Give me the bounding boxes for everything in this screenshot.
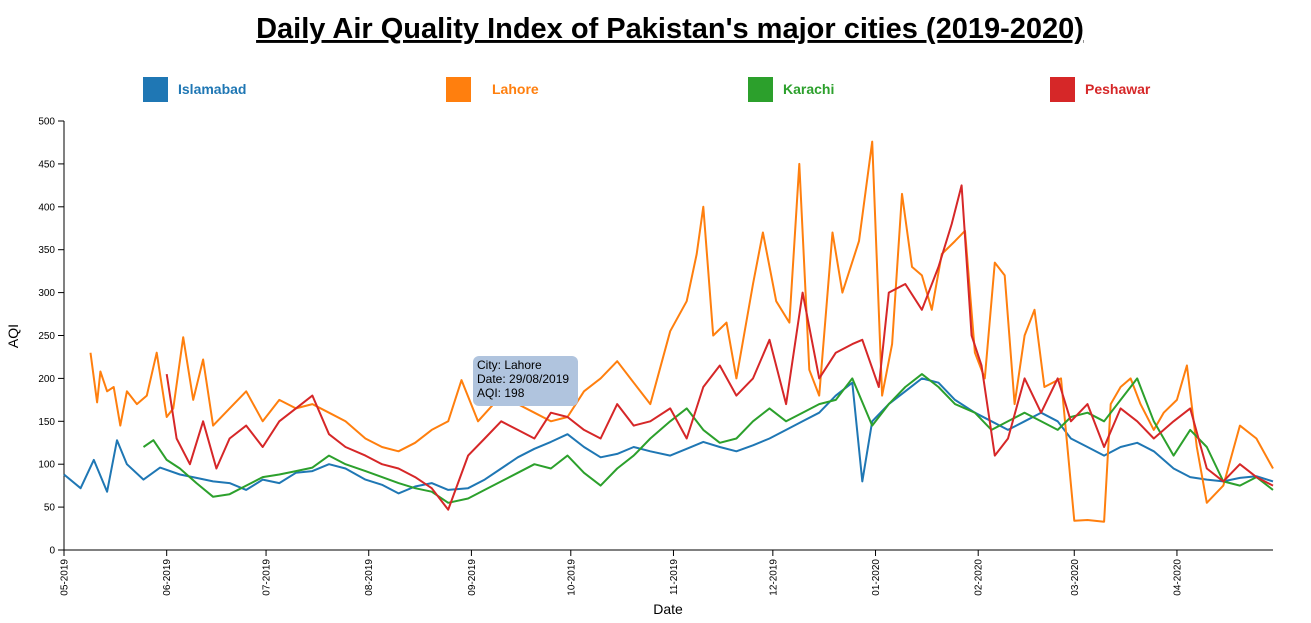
series-layer xyxy=(63,140,1274,523)
y-tick-label: 0 xyxy=(49,546,55,557)
y-tick-label: 400 xyxy=(38,202,55,213)
x-tick-label: 05-2019 xyxy=(60,559,71,596)
x-axis-title: Date xyxy=(653,601,683,617)
y-tick-label: 350 xyxy=(38,245,55,256)
x-tick-label: 01-2020 xyxy=(871,559,882,596)
x-tick-label: 09-2019 xyxy=(467,559,478,596)
series-line-karachi xyxy=(142,373,1274,504)
legend: Islamabad Lahore Karachi Peshawar xyxy=(143,77,1151,102)
x-axis: 05-2019 06-2019 07-2019 08-2019 09-2019 10-20… xyxy=(60,549,1273,596)
x-tick-label: 07-2019 xyxy=(262,559,273,596)
legend-label-peshawar: Peshawar xyxy=(1085,81,1151,97)
chart-title: Daily Air Quality Index of Pakistan's ma… xyxy=(256,13,1084,45)
tooltip-city: City: Lahore xyxy=(477,358,542,372)
y-axis-title: AQI xyxy=(5,324,21,348)
tooltip-aqi: AQI: 198 xyxy=(477,386,525,400)
y-tick-label: 250 xyxy=(38,331,55,342)
legend-swatch-peshawar xyxy=(1050,77,1075,102)
legend-swatch-lahore xyxy=(446,77,471,102)
y-tick-label: 50 xyxy=(44,503,56,514)
y-tick-label: 500 xyxy=(38,117,55,128)
x-tick-label: 03-2020 xyxy=(1070,559,1081,596)
legend-label-islamabad: Islamabad xyxy=(178,81,246,97)
series-line-peshawar xyxy=(165,184,1274,511)
x-tick-label: 10-2019 xyxy=(566,559,577,596)
y-tick-label: 200 xyxy=(38,374,55,385)
x-tick-label: 11-2019 xyxy=(669,559,680,595)
legend-label-lahore: Lahore xyxy=(492,81,539,97)
series-line-lahore xyxy=(89,140,1274,523)
x-tick-label: 06-2019 xyxy=(162,559,173,596)
x-tick-label: 04-2020 xyxy=(1172,559,1183,596)
y-tick-label: 300 xyxy=(38,288,55,299)
legend-swatch-islamabad xyxy=(143,77,168,102)
x-tick-label: 08-2019 xyxy=(364,559,375,596)
legend-label-karachi: Karachi xyxy=(783,81,834,97)
y-tick-label: 150 xyxy=(38,417,55,428)
tooltip-date: Date: 29/08/2019 xyxy=(477,372,569,386)
y-tick-label: 100 xyxy=(38,460,55,471)
x-tick-label: 12-2019 xyxy=(768,559,779,596)
y-axis: 0 50 100 150 200 250 300 350 400 450 500 xyxy=(38,117,65,557)
legend-swatch-karachi xyxy=(748,77,773,102)
tooltip-box xyxy=(473,356,578,406)
x-tick-label: 02-2020 xyxy=(974,559,985,596)
series-line-islamabad xyxy=(63,377,1274,495)
tooltip: City: Lahore Date: 29/08/2019 AQI: 198 xyxy=(473,356,578,406)
y-tick-label: 450 xyxy=(38,159,55,170)
